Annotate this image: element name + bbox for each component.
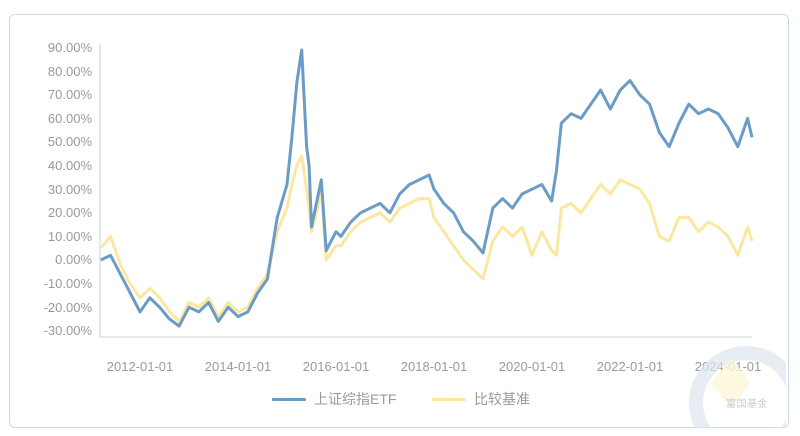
- y-tick-label: 20.00%: [47, 205, 92, 221]
- y-tick-label: -20.00%: [43, 299, 92, 315]
- watermark-text: 富国基金: [726, 399, 768, 410]
- legend-item-benchmark[interactable]: 比较基准: [432, 389, 530, 409]
- y-tick-label: -30.00%: [43, 323, 92, 339]
- x-tick-label: 2014-01-01: [204, 359, 272, 374]
- x-tick-label: 2016-01-01: [302, 359, 370, 374]
- x-tick-label: 2020-01-01: [498, 359, 566, 374]
- y-tick-label: 70.00%: [47, 87, 92, 103]
- series-benchmark-line: [99, 154, 754, 323]
- series-etf-line: [100, 48, 754, 328]
- y-tick-label: 60.00%: [47, 110, 92, 126]
- y-tick-label: 50.00%: [47, 134, 92, 150]
- y-tick-label: 30.00%: [47, 181, 92, 197]
- legend-swatch-benchmark: [432, 397, 466, 401]
- y-tick-label: 40.00%: [47, 158, 92, 173]
- x-tick-label: 2018-01-01: [400, 359, 468, 374]
- legend-swatch-etf: [272, 397, 306, 401]
- legend: 上证综指ETF 比较基准: [0, 389, 800, 407]
- y-tick-label: 10.00%: [47, 228, 92, 244]
- y-tick-label: 0.00%: [55, 252, 92, 268]
- legend-label-etf: 上证综指ETF: [314, 391, 397, 407]
- chart-card: [9, 14, 789, 428]
- x-tick-label: 2022-01-01: [596, 359, 664, 374]
- fund-logo-watermark-icon: [689, 346, 786, 428]
- x-tick-label: 2012-01-01: [106, 359, 174, 374]
- y-tick-label: 80.00%: [47, 63, 92, 79]
- y-tick-label: -10.00%: [43, 276, 92, 291]
- y-axis-labels: 90.00% 80.00% 70.00% 60.00% 50.00% 40.00% 30.0…: [0, 0, 92, 436]
- legend-item-etf[interactable]: 上证综指ETF: [272, 389, 396, 409]
- legend-label-benchmark: 比较基准: [474, 391, 530, 407]
- y-tick-label: 90.00%: [47, 40, 92, 55]
